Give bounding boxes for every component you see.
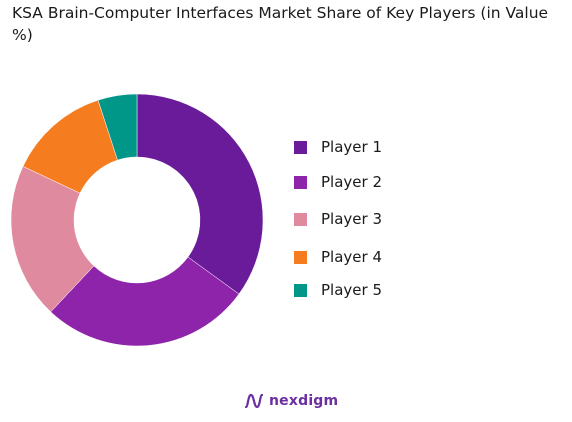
- donut-slice-player-2: [50, 256, 240, 347]
- legend-item-player-3: Player 3: [294, 210, 382, 228]
- legend-item-player-5: Player 5: [294, 281, 382, 299]
- chart-title: KSA Brain-Computer Interfaces Market Sha…: [12, 4, 549, 44]
- donut-chart: [10, 93, 264, 347]
- legend-swatch: [294, 283, 307, 297]
- legend-swatch: [294, 212, 307, 226]
- nexdigm-wave-icon: [244, 393, 264, 409]
- legend-item-player-4: Player 4: [294, 248, 382, 266]
- brand-logo: nexdigm: [243, 390, 338, 412]
- legend-swatch: [294, 175, 307, 189]
- legend-swatch: [294, 140, 307, 154]
- donut-slice-player-5: [97, 93, 138, 161]
- donut-slice-player-1: [136, 93, 264, 295]
- legend-item-player-2: Player 2: [294, 173, 382, 191]
- legend-label: Player 5: [321, 281, 382, 299]
- brand-name: nexdigm: [269, 393, 339, 409]
- legend-swatch: [294, 250, 307, 264]
- legend-label: Player 1: [321, 138, 382, 156]
- legend-label: Player 3: [321, 210, 382, 228]
- legend-label: Player 2: [321, 173, 382, 191]
- donut-slice-player-3: [10, 166, 95, 313]
- legend-item-player-1: Player 1: [294, 138, 382, 156]
- legend-label: Player 4: [321, 248, 382, 266]
